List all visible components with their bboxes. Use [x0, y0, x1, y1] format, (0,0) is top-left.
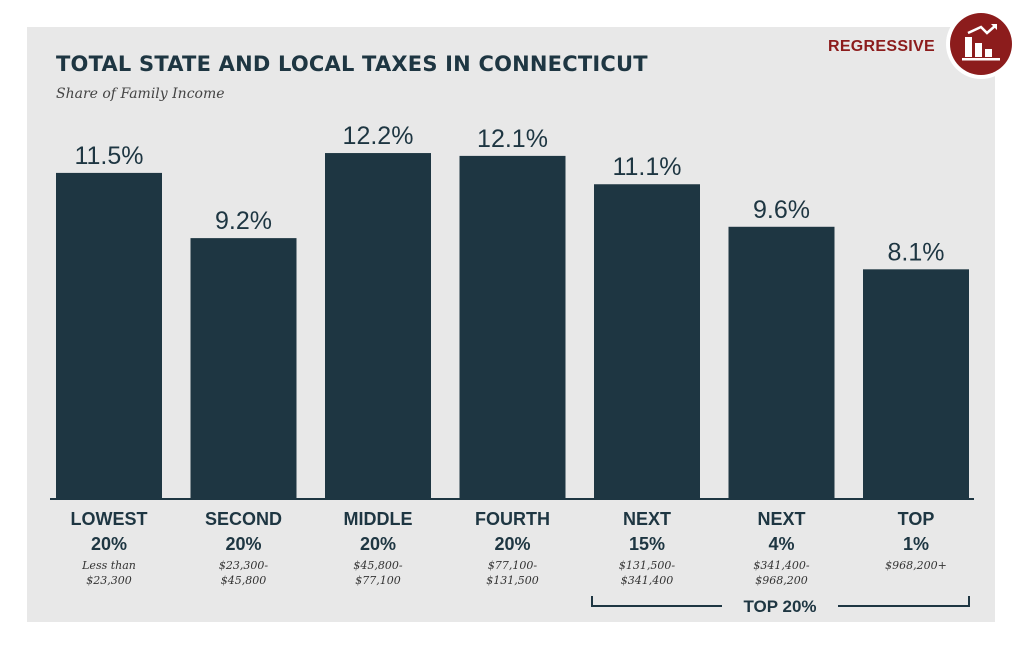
- category-label: NEXT: [757, 509, 805, 529]
- bar: [728, 226, 835, 499]
- chart-subtitle: Share of Family Income: [56, 86, 225, 102]
- category-label: SECOND: [205, 509, 282, 529]
- bracket-right: [838, 596, 970, 607]
- income-range-label: $131,500: [486, 574, 539, 587]
- bar: [325, 153, 431, 499]
- bar-chart-trend-icon: [950, 13, 1012, 75]
- category-share-label: 20%: [360, 534, 396, 554]
- value-label: 9.2%: [215, 207, 272, 235]
- value-label: 12.1%: [477, 125, 548, 153]
- income-range-label: Less than: [81, 559, 136, 572]
- category-label: LOWEST: [71, 509, 148, 529]
- income-range-label: $131,500-: [619, 559, 675, 572]
- category-label: FOURTH: [475, 509, 550, 529]
- value-label: 11.5%: [74, 142, 143, 170]
- bar: [459, 155, 566, 499]
- category-share-label: 20%: [494, 534, 530, 554]
- value-label: 8.1%: [888, 238, 945, 266]
- category-share-label: 15%: [629, 534, 665, 554]
- bar: [594, 184, 700, 499]
- category-share-label: 1%: [903, 534, 929, 554]
- income-range-label: $77,100: [355, 574, 401, 587]
- category-label: MIDDLE: [344, 509, 413, 529]
- bar: [56, 172, 162, 499]
- bracket-left: [591, 596, 722, 607]
- income-range-label: $23,300-: [219, 559, 268, 572]
- income-range-label: $968,200: [755, 574, 808, 587]
- income-range-label: $968,200+: [885, 559, 947, 572]
- income-range-label: $45,800-: [353, 559, 402, 572]
- value-label: 9.6%: [753, 196, 810, 224]
- value-label: 12.2%: [343, 122, 414, 150]
- regressive-badge: [946, 9, 1016, 79]
- bracket-label: TOP 20%: [743, 597, 817, 616]
- income-range-label: $341,400: [621, 574, 674, 587]
- category-label: NEXT: [623, 509, 671, 529]
- category-share-label: 20%: [91, 534, 127, 554]
- category-share-label: 4%: [768, 534, 794, 554]
- regressive-label: REGRESSIVE: [827, 38, 935, 55]
- category-label: TOP: [898, 509, 935, 529]
- income-range-label: $45,800: [221, 574, 267, 587]
- bar: [863, 269, 969, 499]
- income-range-label: $341,400-: [753, 559, 809, 572]
- value-label: 11.1%: [612, 153, 681, 181]
- category-share-label: 20%: [225, 534, 261, 554]
- income-range-label: $23,300: [86, 574, 132, 587]
- chart-title: TOTAL STATE AND LOCAL TAXES IN CONNECTIC…: [56, 52, 648, 76]
- income-range-label: $77,100-: [488, 559, 537, 572]
- bar: [190, 238, 297, 499]
